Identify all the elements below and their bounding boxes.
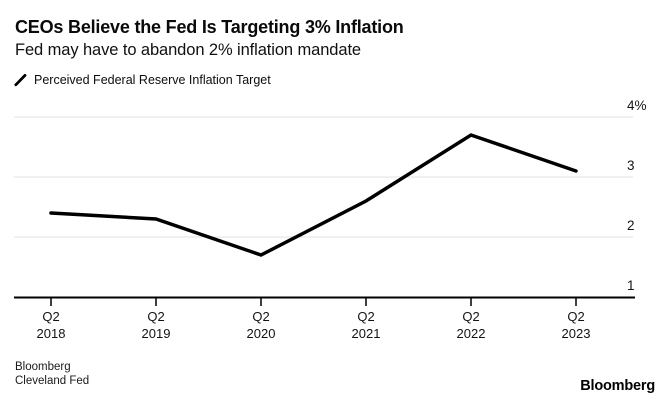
x-axis-tick-label: 2022	[457, 326, 486, 341]
series-line	[49, 133, 578, 257]
y-axis-tick-label: 4%	[627, 98, 647, 113]
y-axis-tick-label: 2	[627, 218, 635, 233]
x-axis-tick-label: Q2	[252, 309, 269, 324]
source-line-2: Cleveland Fed	[15, 374, 90, 387]
line-chart: 1 2 3 4% Q2 2018 Q2 2019 Q2 2020 Q2 2021 Q2 2022 Q2 202…	[14, 98, 647, 341]
source-line-1: Bloomberg	[15, 361, 71, 373]
x-axis-tick-label: 2019	[142, 326, 171, 341]
x-axis-tick-label: 2023	[562, 326, 591, 341]
x-axis-tick-label: Q2	[567, 309, 584, 324]
legend-label: Perceived Federal Reserve Inflation Targ…	[34, 73, 271, 87]
bloomberg-logo: Bloomberg	[580, 378, 655, 394]
x-axis-tick-label: Q2	[42, 309, 59, 324]
y-axis-tick-label: 3	[627, 158, 635, 173]
chart-title: CEOs Believe the Fed Is Targeting 3% Inf…	[15, 17, 404, 37]
x-axis-tick-label: 2021	[352, 326, 381, 341]
x-axis-tick-label: Q2	[462, 309, 479, 324]
x-axis-tick-label: Q2	[147, 309, 164, 324]
x-axis-tick-label: 2018	[37, 326, 66, 341]
line-swatch-icon	[14, 73, 27, 87]
source-note: Bloomberg Cleveland Fed	[15, 361, 89, 388]
x-axis-tick-label: 2020	[247, 326, 276, 341]
x-axis-tick-label: Q2	[357, 309, 374, 324]
legend: Perceived Federal Reserve Inflation Targ…	[14, 72, 271, 88]
y-axis-tick-label: 1	[627, 278, 635, 293]
chart-subtitle: Fed may have to abandon 2% inflation man…	[15, 41, 361, 59]
